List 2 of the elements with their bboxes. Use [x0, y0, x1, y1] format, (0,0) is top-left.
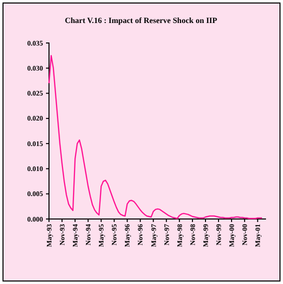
line-series — [48, 54, 263, 220]
chart-title: Chart V.16 : Impact of Reserve Shock on IIP — [64, 16, 218, 25]
